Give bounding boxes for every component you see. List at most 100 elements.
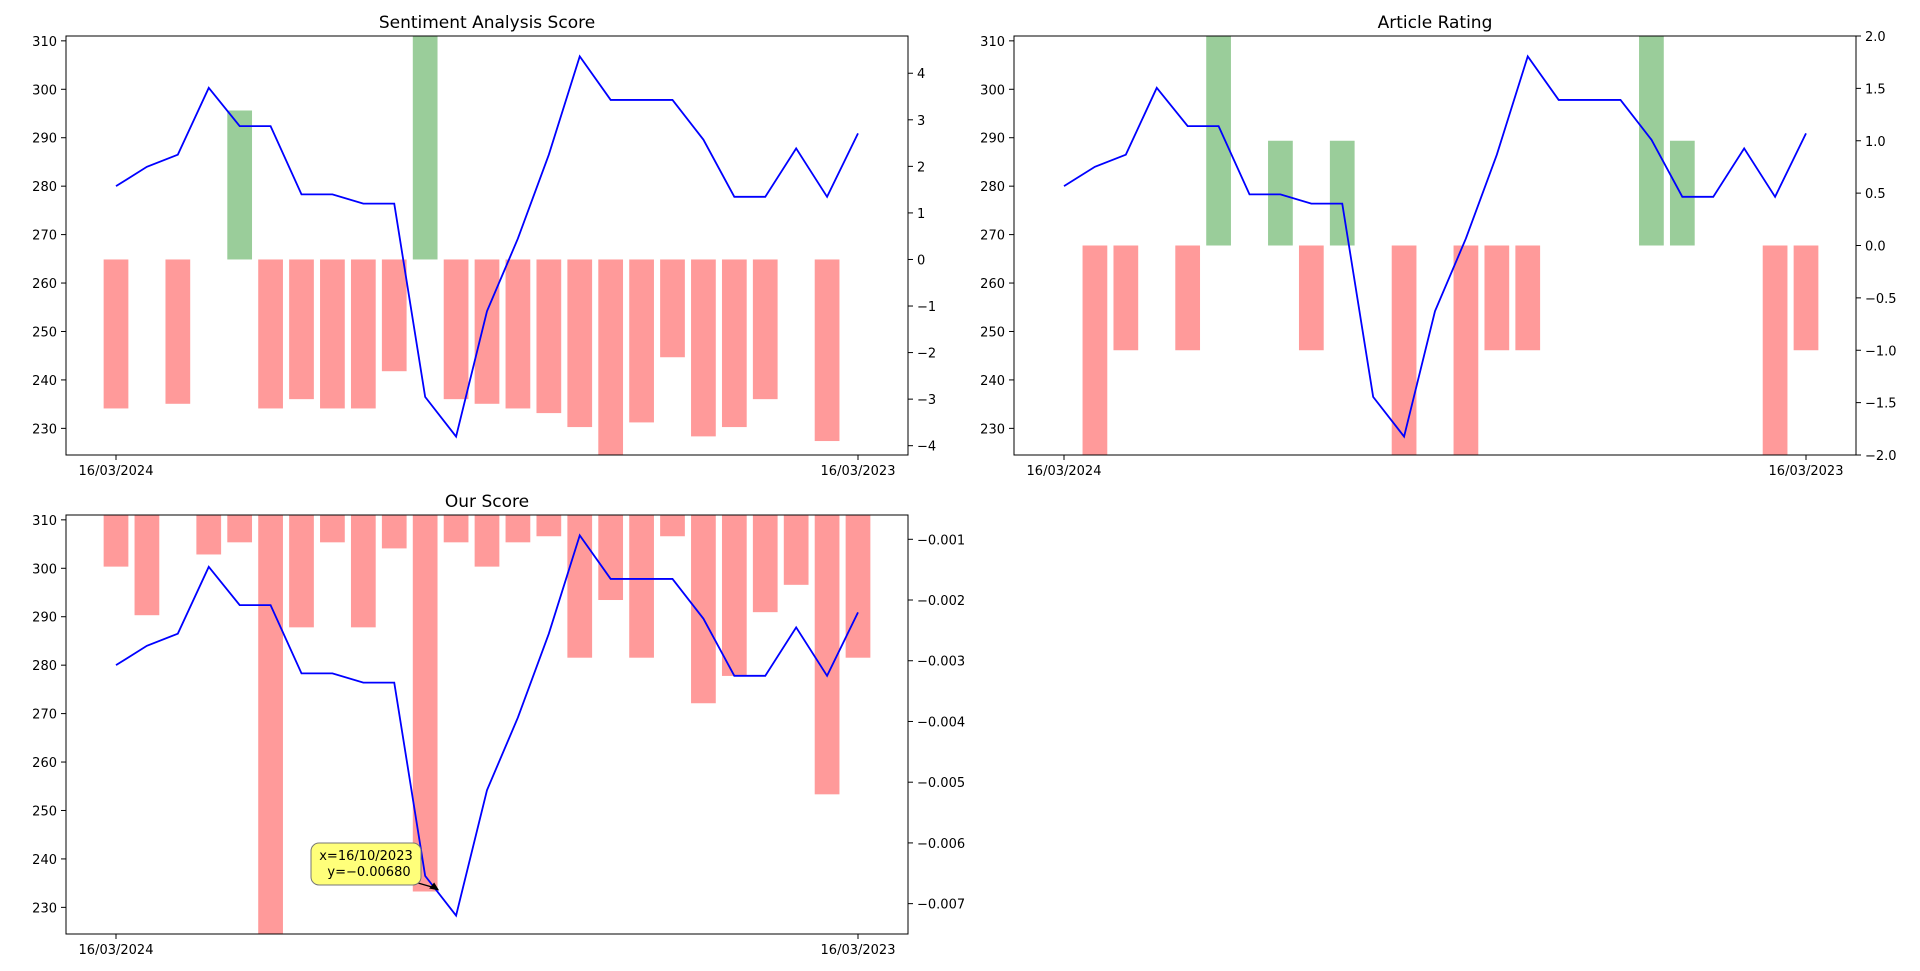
bar [567, 515, 593, 658]
bar [1669, 140, 1695, 246]
bar [443, 259, 469, 400]
y2-tick-label: −0.001 [917, 533, 965, 548]
x-tick-label: 16/03/2023 [821, 464, 896, 479]
bar [660, 259, 685, 358]
y2-tick-label: −1.5 [1865, 397, 1897, 412]
bar [629, 259, 654, 423]
y-tick-label: 250 [32, 325, 57, 340]
bar [567, 259, 593, 428]
y2-tick-label: −4 [917, 440, 936, 455]
bar [814, 259, 840, 442]
plot-frame [1013, 35, 1857, 456]
y-tick-label: 300 [32, 83, 57, 98]
bar [1329, 140, 1355, 246]
chart-title: Article Rating [1378, 13, 1493, 33]
y-tick-label: 260 [980, 277, 1005, 292]
bar [227, 515, 253, 543]
bar [752, 259, 778, 400]
bar [227, 110, 253, 260]
price-line [1063, 54, 1807, 439]
y-tick-label: 290 [32, 611, 57, 626]
bar [1206, 36, 1231, 246]
chart-title: Our Score [445, 492, 529, 512]
annotation-arrowhead [429, 882, 440, 891]
bar [165, 259, 191, 404]
bar [1113, 245, 1139, 351]
bar [721, 259, 747, 428]
panel-1: 230 240 250 260 270 280 290 300 310 −4 −3 −2 −1 0 1 2 3 4… [32, 13, 936, 479]
bar [598, 259, 624, 455]
y-tick-label: 310 [980, 35, 1005, 50]
bar [474, 515, 500, 567]
y2-tick-label: 1 [917, 207, 925, 222]
y-tick-label: 270 [32, 708, 57, 723]
y-tick-label: 310 [32, 514, 57, 529]
bar [598, 515, 624, 601]
y-tick-label: 260 [32, 277, 57, 292]
y-tick-label: 230 [980, 422, 1005, 437]
bar [103, 259, 129, 409]
bar [536, 515, 562, 537]
bar [783, 515, 809, 585]
x-tick-label: 16/03/2023 [1769, 464, 1844, 479]
annotation-x-text: x=16/10/2023 [319, 849, 413, 864]
y-tick-label: 290 [980, 132, 1005, 147]
y-tick-label: 250 [32, 804, 57, 819]
bar [289, 259, 314, 400]
bar [443, 515, 469, 543]
y2-tick-label: −0.006 [917, 837, 965, 852]
bar [1391, 245, 1417, 455]
y-tick-label: 270 [32, 229, 57, 244]
bar [505, 259, 531, 409]
bar [536, 259, 562, 414]
y2-tick-label: 2.0 [1865, 30, 1886, 45]
bar [103, 515, 129, 567]
bar [381, 259, 407, 372]
y-tick-label: 240 [32, 853, 57, 868]
bar [1268, 140, 1293, 246]
y-tick-label: 280 [32, 180, 57, 195]
x-tick-label: 16/03/2024 [79, 943, 154, 958]
y-tick-label: 300 [980, 83, 1005, 98]
y2-tick-label: −0.5 [1865, 292, 1897, 307]
x-tick-label: 16/03/2024 [79, 464, 154, 479]
y2-tick-label: −1 [917, 300, 936, 315]
plot-frame [65, 514, 909, 935]
bar [474, 259, 500, 404]
y2-tick-label: −0.007 [917, 898, 965, 913]
price-line [115, 54, 859, 439]
y-tick-label: 280 [980, 180, 1005, 195]
bar [258, 259, 283, 409]
y-tick-label: 290 [32, 132, 57, 147]
y-tick-label: 260 [32, 756, 57, 771]
bar [721, 515, 747, 676]
y2-tick-label: −2.0 [1865, 449, 1897, 464]
y2-tick-label: −1.0 [1865, 344, 1897, 359]
bar [412, 515, 438, 892]
bar [660, 515, 685, 537]
bar [1082, 245, 1108, 455]
bar [381, 515, 407, 549]
bar [1298, 245, 1324, 351]
bar [350, 515, 376, 628]
bar [814, 515, 840, 795]
bar [752, 515, 778, 613]
bar [691, 515, 716, 704]
y2-tick-label: 3 [917, 114, 925, 129]
bar [1762, 245, 1788, 455]
y2-tick-label: 0 [917, 253, 925, 268]
bar [691, 259, 716, 437]
bar [1453, 245, 1479, 455]
bar [289, 515, 314, 628]
plot-frame [65, 35, 909, 456]
y2-tick-label: 0.0 [1865, 240, 1886, 255]
bar [1793, 245, 1819, 351]
y2-tick-label: −0.003 [917, 655, 965, 670]
bar [845, 515, 871, 658]
y2-tick-label: −0.005 [917, 776, 965, 791]
bar [505, 515, 531, 543]
bar [134, 515, 160, 616]
x-tick-label: 16/03/2024 [1027, 464, 1102, 479]
y-tick-label: 300 [32, 562, 57, 577]
